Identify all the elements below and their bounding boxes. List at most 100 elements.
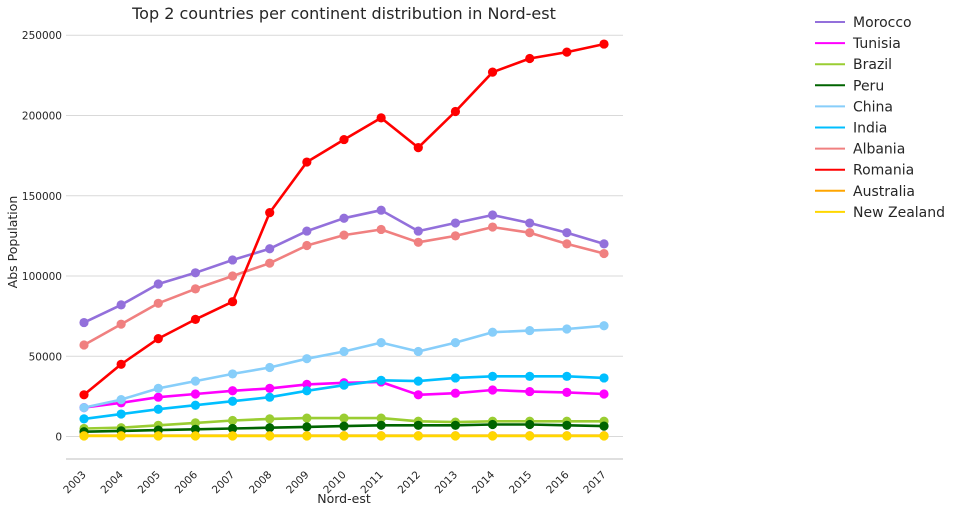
legend-item: Romania	[815, 163, 914, 179]
data-point	[265, 423, 275, 433]
x-tick-label: 2015	[507, 469, 534, 496]
data-point	[376, 420, 386, 430]
x-tick-label: 2014	[470, 469, 498, 497]
data-point	[265, 383, 275, 393]
y-axis-label: Abs Population	[5, 196, 20, 289]
data-point	[450, 431, 461, 441]
data-point	[302, 413, 312, 423]
data-point	[190, 389, 201, 399]
chart-title: Top 2 countries per continent distributi…	[131, 4, 556, 23]
data-point	[265, 362, 275, 373]
data-point	[302, 422, 312, 432]
data-point	[487, 210, 498, 220]
data-point	[450, 231, 461, 241]
data-point	[302, 354, 312, 364]
data-point	[79, 317, 89, 328]
data-point	[450, 373, 461, 383]
data-point	[190, 314, 201, 324]
data-point	[339, 413, 349, 423]
data-point	[190, 431, 201, 441]
data-point	[487, 385, 498, 395]
data-point	[413, 420, 423, 430]
data-point	[413, 431, 423, 441]
data-point	[153, 298, 163, 308]
data-point	[302, 240, 312, 251]
data-point	[153, 404, 163, 414]
x-tick-label: 2009	[284, 469, 311, 496]
data-point	[376, 338, 386, 348]
data-point	[302, 431, 312, 441]
series-romania	[79, 39, 609, 400]
data-point	[302, 379, 312, 389]
data-point	[265, 392, 275, 402]
data-point	[450, 218, 461, 228]
data-point	[413, 226, 423, 236]
data-point	[599, 421, 609, 431]
x-tick-label: 2008	[247, 469, 274, 496]
data-point	[599, 389, 609, 399]
data-point	[376, 205, 386, 215]
data-point	[302, 157, 312, 167]
legend-item: Australia	[815, 184, 915, 200]
data-point	[302, 386, 312, 396]
x-tick-label: 2005	[136, 469, 163, 496]
data-point	[525, 386, 535, 397]
data-point	[190, 268, 201, 278]
data-point	[487, 222, 498, 232]
data-point	[227, 297, 238, 307]
legend-label: Australia	[853, 184, 915, 200]
data-point	[525, 419, 535, 430]
data-point	[487, 419, 498, 430]
data-point	[79, 414, 89, 424]
data-point	[79, 340, 89, 350]
legend-item: India	[815, 121, 887, 137]
legend-item: Morocco	[815, 15, 912, 31]
data-point	[599, 431, 609, 441]
data-point	[487, 431, 498, 441]
data-point	[153, 431, 163, 441]
y-tick-label: 200000	[22, 110, 62, 122]
data-point	[79, 403, 89, 413]
data-point	[599, 39, 609, 49]
data-point	[190, 418, 201, 428]
data-point	[153, 279, 163, 289]
data-point	[450, 388, 461, 398]
legend-label: Morocco	[853, 15, 912, 31]
data-point	[79, 431, 89, 441]
data-point	[450, 420, 461, 430]
data-point	[487, 371, 498, 381]
data-point	[227, 423, 238, 434]
data-point	[376, 431, 386, 441]
legend-label: Brazil	[853, 57, 892, 73]
x-tick-label: 2016	[544, 469, 572, 497]
series-china	[79, 321, 609, 413]
x-tick-label: 2012	[396, 469, 423, 496]
data-point	[562, 431, 572, 441]
y-tick-label: 50000	[29, 351, 62, 363]
data-point	[562, 228, 572, 238]
data-point	[227, 396, 238, 406]
legend-label: China	[853, 99, 893, 115]
data-point	[265, 431, 275, 441]
data-point	[227, 431, 238, 441]
y-tick-label: 150000	[22, 191, 62, 203]
data-point	[339, 134, 349, 145]
legend-item: China	[815, 99, 893, 115]
y-tick-label: 100000	[22, 271, 62, 283]
data-point	[562, 371, 572, 381]
data-point	[376, 113, 386, 123]
data-point	[376, 413, 386, 423]
data-point	[413, 142, 423, 153]
data-point	[339, 431, 349, 441]
series-lines	[79, 39, 609, 441]
data-point	[339, 213, 349, 223]
data-point	[450, 106, 461, 117]
legend-item: Peru	[815, 78, 884, 94]
data-point	[599, 239, 609, 249]
data-point	[339, 230, 349, 240]
data-point	[599, 321, 609, 331]
legend-label: Albania	[853, 142, 905, 158]
legend-label: New Zealand	[853, 205, 945, 221]
data-point	[413, 346, 423, 357]
